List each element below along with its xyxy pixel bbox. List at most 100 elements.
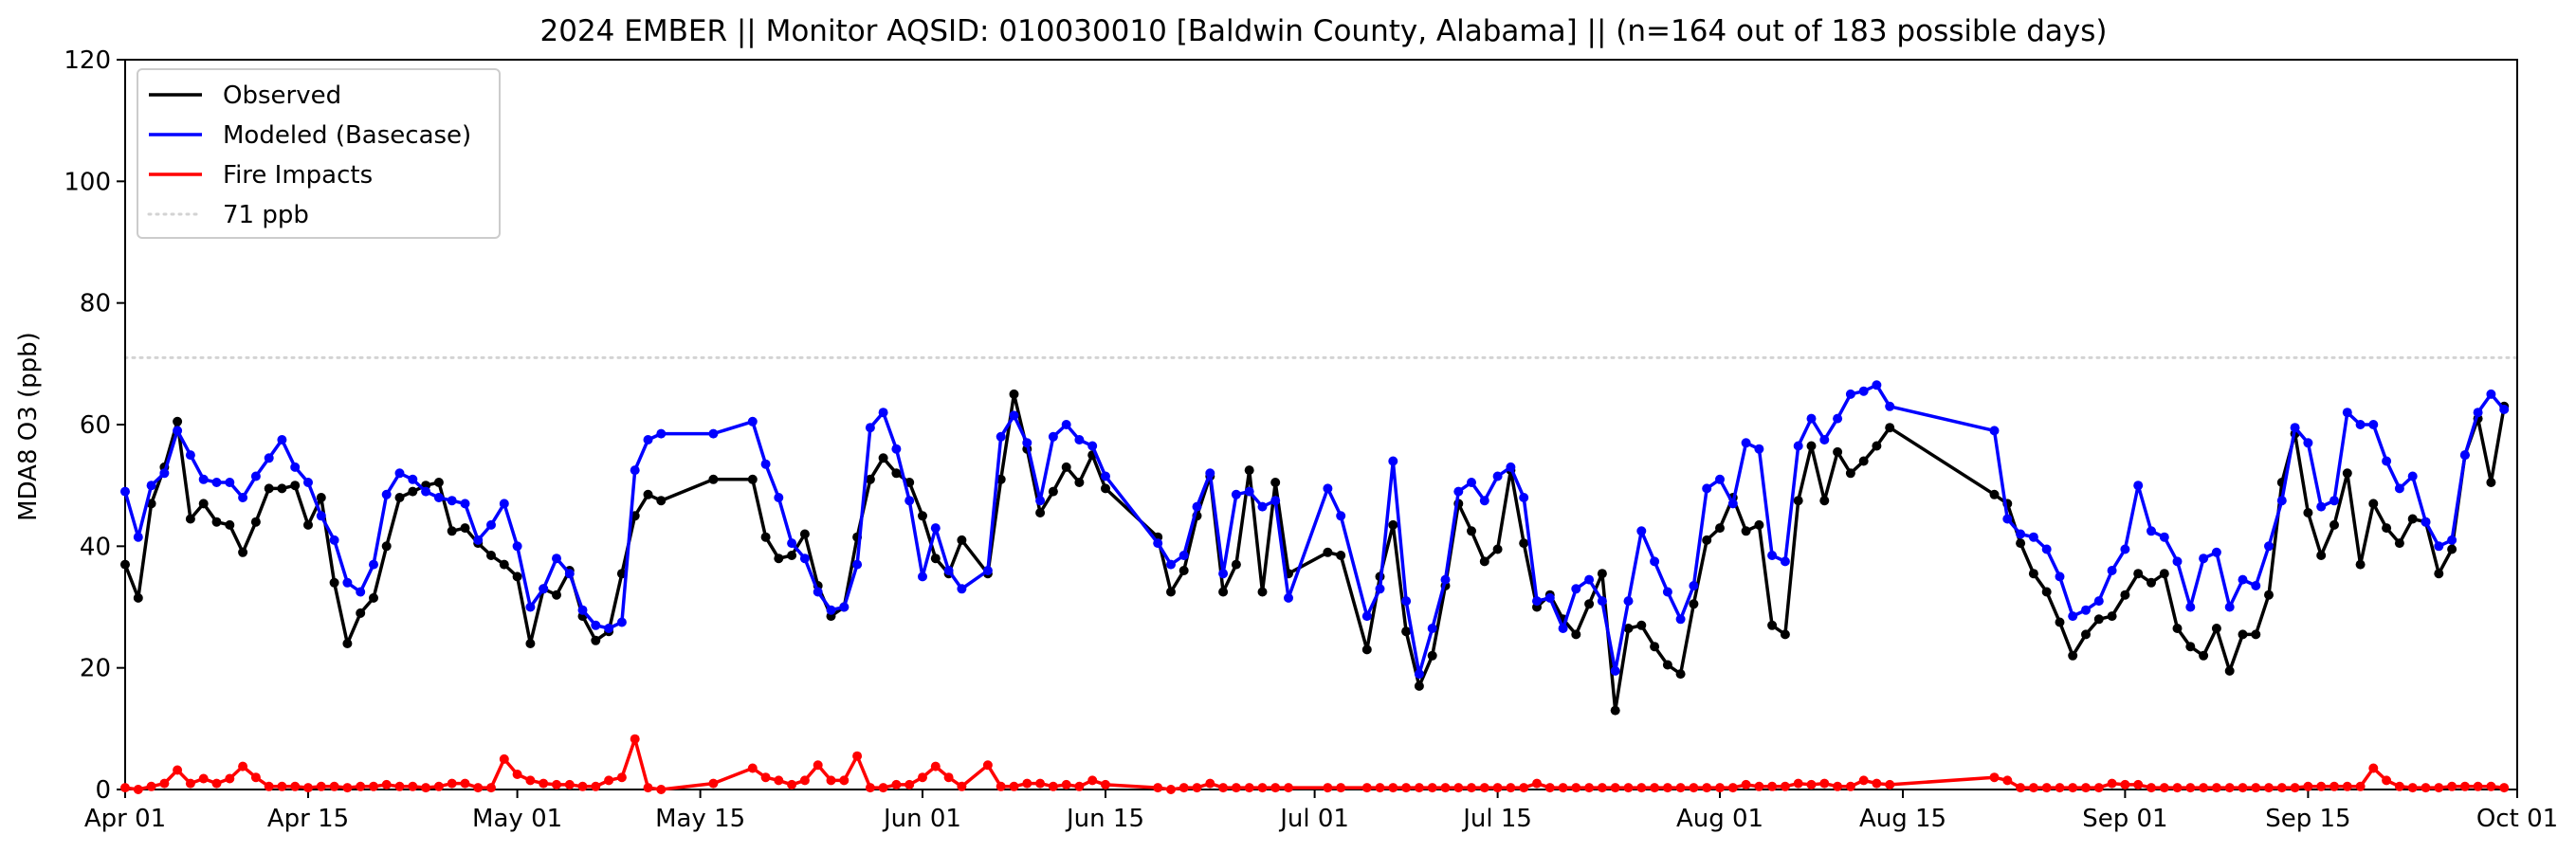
data-point-fire-impacts (2355, 781, 2366, 791)
data-point-fire-impacts (1323, 783, 1333, 793)
data-point-observed (198, 499, 209, 509)
data-point-fire-impacts (1284, 783, 1293, 793)
data-point-observed (2133, 569, 2144, 579)
data-point-observed (433, 478, 444, 487)
data-point-modeled-basecase (2147, 526, 2156, 536)
data-point-observed (1754, 519, 1764, 530)
data-point-observed (1650, 642, 1660, 652)
data-point-modeled-basecase (185, 450, 195, 461)
data-point-fire-impacts (656, 785, 667, 794)
data-point-fire-impacts (1361, 783, 1372, 793)
y-tick-label: 100 (64, 168, 111, 196)
data-point-modeled-basecase (1702, 483, 1712, 494)
data-point-modeled-basecase (225, 478, 235, 487)
data-point-observed (1819, 496, 1830, 506)
y-tick-label: 60 (80, 411, 111, 440)
data-point-modeled-basecase (1284, 592, 1293, 603)
data-point-modeled-basecase (1662, 587, 1672, 597)
data-point-modeled-basecase (1675, 614, 1686, 625)
data-point-modeled-basecase (2107, 566, 2117, 575)
data-point-fire-impacts (2394, 781, 2404, 791)
data-point-modeled-basecase (329, 535, 339, 545)
x-tick-label: Sep 15 (2265, 805, 2350, 833)
data-point-fire-impacts (1780, 781, 1790, 791)
x-tick-label: Apr 01 (84, 805, 166, 833)
data-point-observed (2041, 587, 2052, 597)
data-point-modeled-basecase (1610, 665, 1620, 676)
data-point-modeled-basecase (2041, 544, 2052, 554)
data-point-modeled-basecase (512, 541, 522, 552)
data-point-fire-impacts (2342, 781, 2352, 791)
data-point-observed (1492, 544, 1503, 554)
data-point-modeled-basecase (1872, 380, 1882, 390)
data-point-fire-impacts (813, 760, 823, 771)
data-point-modeled-basecase (342, 577, 353, 588)
y-tick-label: 20 (80, 655, 111, 683)
data-point-modeled-basecase (1048, 431, 1058, 442)
data-point-fire-impacts (1375, 783, 1385, 793)
data-point-fire-impacts (2159, 783, 2169, 793)
data-point-fire-impacts (1727, 783, 1738, 793)
data-point-fire-impacts (1492, 783, 1503, 793)
data-point-modeled-basecase (2081, 605, 2091, 615)
data-point-observed (2172, 624, 2183, 633)
data-point-modeled-basecase (774, 493, 784, 502)
data-point-modeled-basecase (552, 554, 561, 564)
data-point-fire-impacts (173, 765, 183, 775)
data-point-fire-impacts (2368, 763, 2379, 773)
data-point-modeled-basecase (708, 428, 719, 439)
data-point-observed (512, 572, 522, 582)
data-point-modeled-basecase (2093, 596, 2104, 607)
data-point-fire-impacts (2199, 783, 2209, 793)
data-point-fire-impacts (2120, 779, 2130, 789)
data-point-observed (2355, 559, 2366, 570)
data-point-fire-impacts (1833, 781, 1843, 791)
data-point-modeled-basecase (264, 453, 274, 463)
data-point-fire-impacts (2486, 781, 2496, 791)
data-point-modeled-basecase (2055, 572, 2065, 582)
data-point-observed (211, 517, 222, 527)
data-point-fire-impacts (290, 781, 301, 791)
data-point-observed (1675, 669, 1686, 680)
data-point-fire-impacts (120, 783, 130, 793)
data-point-observed (1035, 508, 1046, 517)
x-tick-label: Jun 15 (1065, 805, 1144, 833)
data-point-fire-impacts (982, 760, 993, 771)
data-point-observed (552, 590, 561, 600)
data-point-observed (1636, 620, 1647, 630)
data-point-modeled-basecase (1689, 581, 1699, 590)
data-point-modeled-basecase (2159, 532, 2169, 542)
data-point-fire-impacts (1467, 783, 1476, 793)
data-point-modeled-basecase (2473, 408, 2483, 418)
data-point-observed (1610, 705, 1620, 716)
data-point-fire-impacts (2211, 783, 2221, 793)
data-point-observed (2199, 650, 2209, 661)
data-point-fire-impacts (238, 761, 248, 771)
data-point-observed (290, 481, 301, 491)
data-point-modeled-basecase (930, 523, 941, 534)
data-point-modeled-basecase (1479, 496, 1489, 506)
data-point-fire-impacts (2133, 779, 2144, 789)
data-point-fire-impacts (1650, 783, 1660, 793)
data-point-fire-impacts (2264, 783, 2274, 793)
data-point-fire-impacts (264, 781, 274, 791)
legend-label: Observed (223, 82, 341, 110)
data-point-fire-impacts (211, 778, 222, 789)
data-point-modeled-basecase (1819, 435, 1830, 445)
data-point-fire-impacts (1035, 778, 1046, 789)
x-tick-label: Jul 15 (1461, 805, 1532, 833)
data-point-fire-impacts (1453, 783, 1464, 793)
data-point-modeled-basecase (787, 538, 797, 549)
data-point-observed (1689, 599, 1699, 609)
data-point-observed (264, 483, 274, 494)
data-point-fire-impacts (2055, 783, 2065, 793)
data-point-observed (2342, 468, 2352, 479)
data-point-modeled-basecase (2407, 471, 2418, 481)
data-point-fire-impacts (891, 779, 902, 789)
data-point-modeled-basecase (799, 554, 810, 564)
y-tick-label: 40 (80, 533, 111, 561)
data-point-modeled-basecase (1427, 624, 1437, 633)
data-point-fire-impacts (1153, 783, 1163, 793)
data-point-modeled-basecase (1793, 441, 1803, 451)
data-point-modeled-basecase (1414, 669, 1424, 680)
